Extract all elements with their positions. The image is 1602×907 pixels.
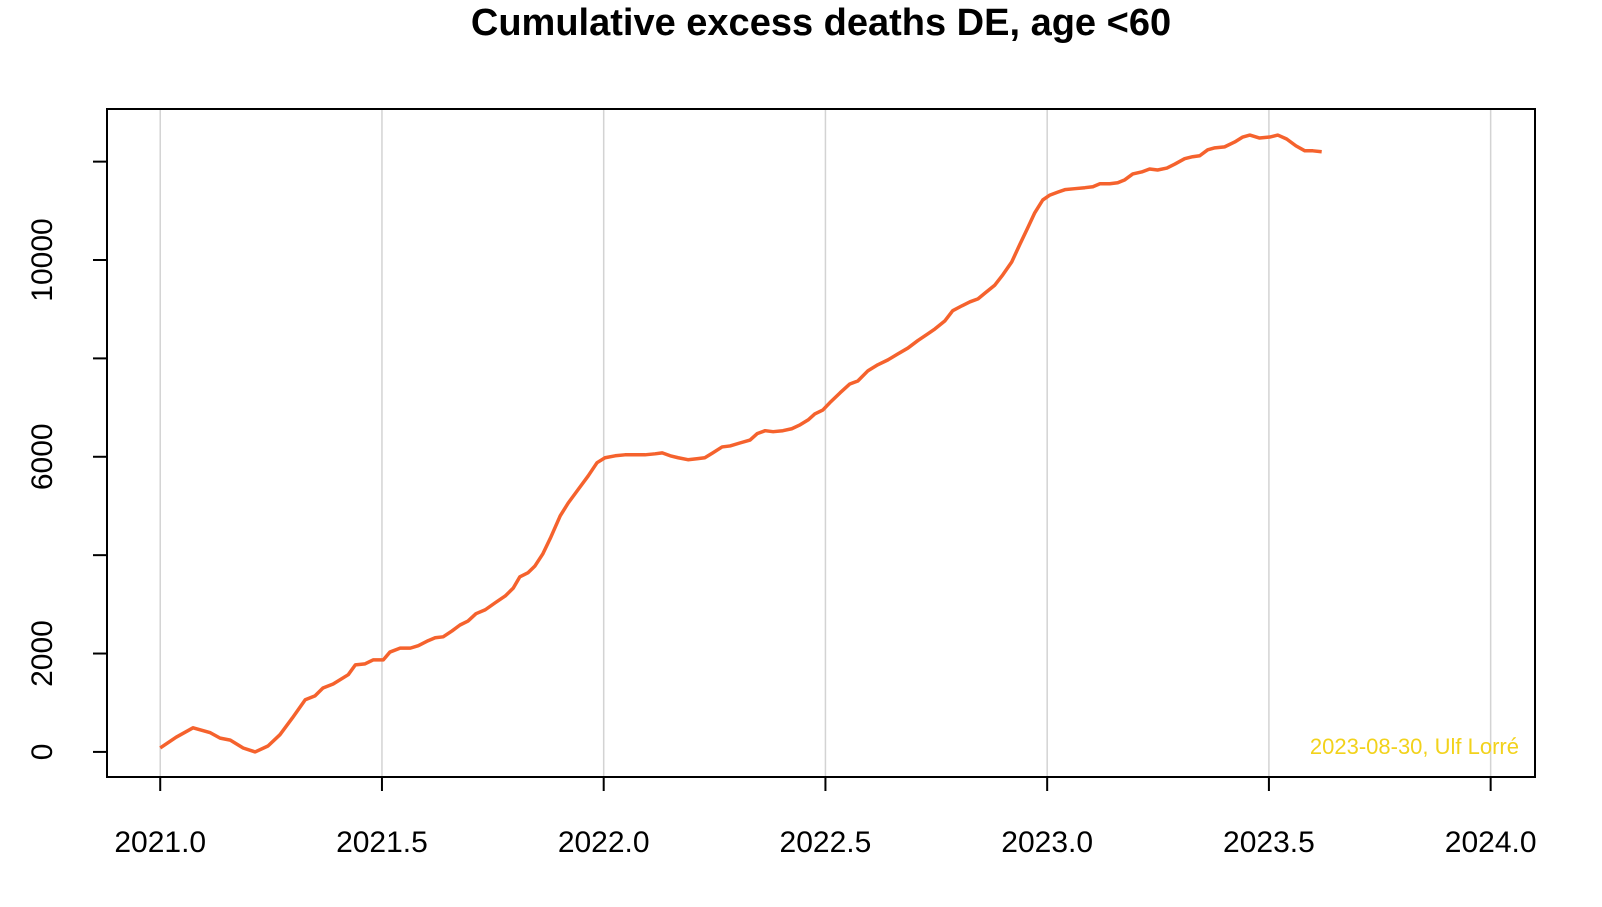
x-tick-label: 2021.0 [114,826,206,859]
x-tick-label: 2023.5 [1223,826,1315,859]
annotation: 2023-08-30, Ulf Lorré [1310,734,1519,759]
x-tick-label: 2022.0 [558,826,650,859]
x-tick-label: 2021.5 [336,826,428,859]
y-tick-label: 10000 [26,218,59,301]
plot-frame [106,108,1536,778]
x-tick-label: 2023.0 [1001,826,1093,859]
x-tick-label: 2022.5 [780,826,872,859]
chart-title: Cumulative excess deaths DE, age <60 [471,2,1171,44]
x-tick-label: 2024.0 [1445,826,1537,859]
data-line [159,133,1322,754]
y-tick-label: 2000 [26,620,59,687]
y-tick-label: 0 [26,744,59,761]
y-tick-label: 6000 [26,423,59,490]
